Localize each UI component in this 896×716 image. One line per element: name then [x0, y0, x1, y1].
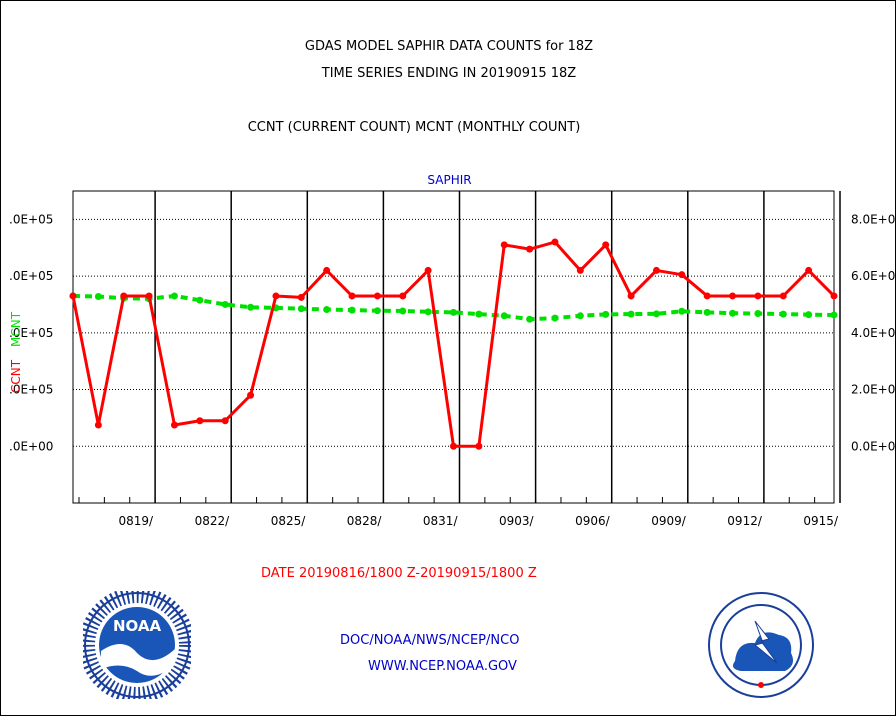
data-point-ccnt [450, 442, 457, 450]
chart-title-line-2: TIME SERIES ENDING IN 20190915 18Z [321, 66, 577, 81]
data-point-mcnt [652, 310, 660, 318]
x-tick-label: 0828/ [347, 514, 383, 528]
data-point-mcnt [399, 307, 407, 315]
y-tick-label-right: 4.0E+0 [851, 326, 895, 340]
noaa-logo: NOAA [83, 591, 191, 699]
data-point-mcnt [729, 309, 737, 317]
data-point-ccnt [805, 266, 813, 274]
data-point-ccnt [170, 421, 178, 429]
data-point-ccnt [272, 292, 280, 300]
data-point-mcnt [297, 305, 305, 313]
data-point-ccnt [120, 292, 128, 300]
data-point-mcnt [703, 308, 711, 316]
y-tick-label-right: 6.0E+0 [851, 269, 895, 283]
data-point-ccnt [373, 292, 381, 300]
data-point-ccnt [703, 292, 711, 300]
data-point-mcnt [170, 292, 178, 300]
y-tick-label-left: .0E+05 [9, 326, 53, 340]
data-point-mcnt [500, 312, 508, 320]
y-tick-label-right: 0.0E+0 [851, 439, 895, 453]
data-point-ccnt [221, 417, 229, 425]
data-point-ccnt [729, 292, 737, 300]
nws-logo [708, 592, 814, 698]
data-point-ccnt [678, 271, 686, 279]
data-point-mcnt [373, 307, 381, 315]
y-axis-label-mcnt: MCNT [9, 311, 23, 347]
y-tick-label-left: .0E+05 [9, 269, 53, 283]
data-point-ccnt [602, 241, 610, 249]
y-tick-label-left: .0E+05 [9, 383, 53, 397]
data-point-mcnt [247, 303, 255, 311]
data-point-ccnt [348, 292, 356, 300]
data-point-ccnt [830, 292, 838, 300]
data-point-ccnt [551, 238, 559, 246]
x-tick-label: 0906/ [575, 514, 611, 528]
chart-title-line-3: CCNT (CURRENT COUNT) MCNT (MONTHLY COUNT… [247, 120, 581, 135]
data-point-ccnt [627, 292, 635, 300]
data-point-ccnt [576, 266, 584, 274]
data-point-mcnt [830, 311, 838, 319]
x-tick-label: 0831/ [423, 514, 459, 528]
y-tick-label-right: 2.0E+0 [851, 383, 895, 397]
chart-title-line-1: GDAS MODEL SAPHIR DATA COUNTS for 18Z [304, 39, 594, 54]
data-point-mcnt [424, 308, 432, 316]
x-tick-label: 0825/ [271, 514, 307, 528]
data-point-ccnt [69, 292, 77, 300]
data-point-ccnt [297, 293, 305, 301]
data-point-mcnt [779, 310, 787, 318]
data-point-ccnt [500, 241, 508, 249]
y-tick-label-right: 8.0E+0 [851, 212, 895, 226]
data-point-mcnt [94, 293, 102, 301]
data-point-mcnt [348, 306, 356, 314]
data-point-ccnt [94, 421, 102, 429]
data-point-ccnt [145, 292, 153, 300]
data-point-mcnt [526, 315, 534, 323]
data-point-ccnt [247, 391, 255, 399]
x-tick-label: 0819/ [119, 514, 155, 528]
series-line-ccnt [71, 240, 836, 448]
data-point-mcnt [551, 314, 559, 322]
org-label: DOC/NOAA/NWS/NCEP/NCO [340, 633, 520, 648]
data-point-mcnt [754, 310, 762, 318]
plot-frame [72, 190, 835, 504]
x-tick-label: 0912/ [727, 514, 763, 528]
y-axis-label-ccnt: CCNT [9, 359, 23, 393]
date-range-label: DATE 20190816/1800 Z-20190915/1800 Z [261, 566, 537, 581]
data-point-mcnt [221, 300, 229, 308]
chart-subtitle: SAPHIR [427, 173, 471, 187]
x-tick-label: 0903/ [499, 514, 535, 528]
noaa-logo-text: NOAA [113, 617, 162, 635]
data-point-ccnt [526, 245, 534, 253]
website-link[interactable]: WWW.NCEP.NOAA.GOV [368, 659, 517, 674]
y-tick-label-left: .0E+00 [9, 439, 53, 453]
x-tick-label: 0822/ [195, 514, 231, 528]
data-point-ccnt [399, 292, 407, 300]
data-point-mcnt [678, 307, 686, 315]
data-point-mcnt [450, 308, 457, 316]
data-point-ccnt [779, 292, 787, 300]
data-point-mcnt [323, 306, 331, 314]
y-tick-label-left: .0E+05 [9, 212, 53, 226]
data-point-ccnt [323, 266, 331, 274]
data-point-ccnt [754, 292, 762, 300]
data-point-mcnt [576, 312, 584, 320]
data-point-mcnt [805, 311, 813, 319]
data-point-mcnt [602, 310, 610, 318]
data-point-ccnt [424, 266, 432, 274]
x-tick-label: 0915/ [803, 514, 839, 528]
data-point-mcnt [627, 310, 635, 318]
x-tick-label: 0909/ [651, 514, 687, 528]
data-point-mcnt [475, 310, 483, 318]
data-point-ccnt [475, 442, 483, 450]
data-point-mcnt [196, 296, 204, 304]
data-point-ccnt [196, 417, 204, 425]
data-point-ccnt [652, 266, 660, 274]
